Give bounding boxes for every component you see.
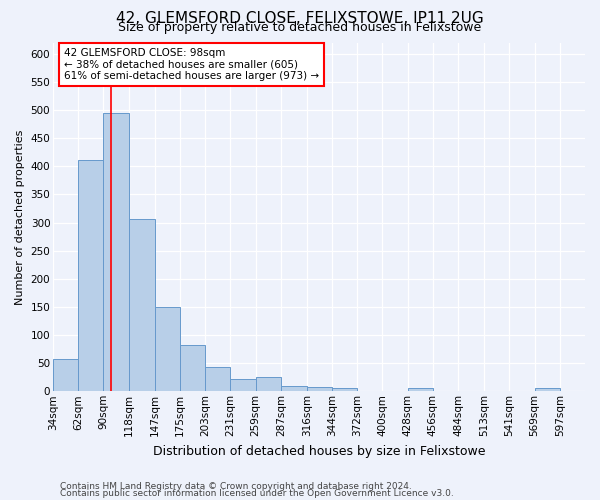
Text: Contains HM Land Registry data © Crown copyright and database right 2024.: Contains HM Land Registry data © Crown c… xyxy=(60,482,412,491)
X-axis label: Distribution of detached houses by size in Felixstowe: Distribution of detached houses by size … xyxy=(153,444,485,458)
Bar xyxy=(407,388,433,392)
Text: Size of property relative to detached houses in Felixstowe: Size of property relative to detached ho… xyxy=(118,21,482,34)
Bar xyxy=(103,114,128,392)
Bar xyxy=(281,386,307,392)
Bar xyxy=(205,366,230,392)
Bar xyxy=(155,308,180,392)
Bar xyxy=(230,379,256,392)
Bar xyxy=(180,344,205,392)
Text: Contains public sector information licensed under the Open Government Licence v3: Contains public sector information licen… xyxy=(60,489,454,498)
Bar xyxy=(128,218,155,392)
Y-axis label: Number of detached properties: Number of detached properties xyxy=(15,129,25,304)
Bar xyxy=(307,388,332,392)
Bar xyxy=(256,377,281,392)
Text: 42, GLEMSFORD CLOSE, FELIXSTOWE, IP11 2UG: 42, GLEMSFORD CLOSE, FELIXSTOWE, IP11 2U… xyxy=(116,11,484,26)
Text: 42 GLEMSFORD CLOSE: 98sqm
← 38% of detached houses are smaller (605)
61% of semi: 42 GLEMSFORD CLOSE: 98sqm ← 38% of detac… xyxy=(64,48,319,81)
Bar xyxy=(332,388,357,392)
Bar xyxy=(535,388,560,392)
Bar xyxy=(53,359,78,392)
Bar xyxy=(78,160,103,392)
